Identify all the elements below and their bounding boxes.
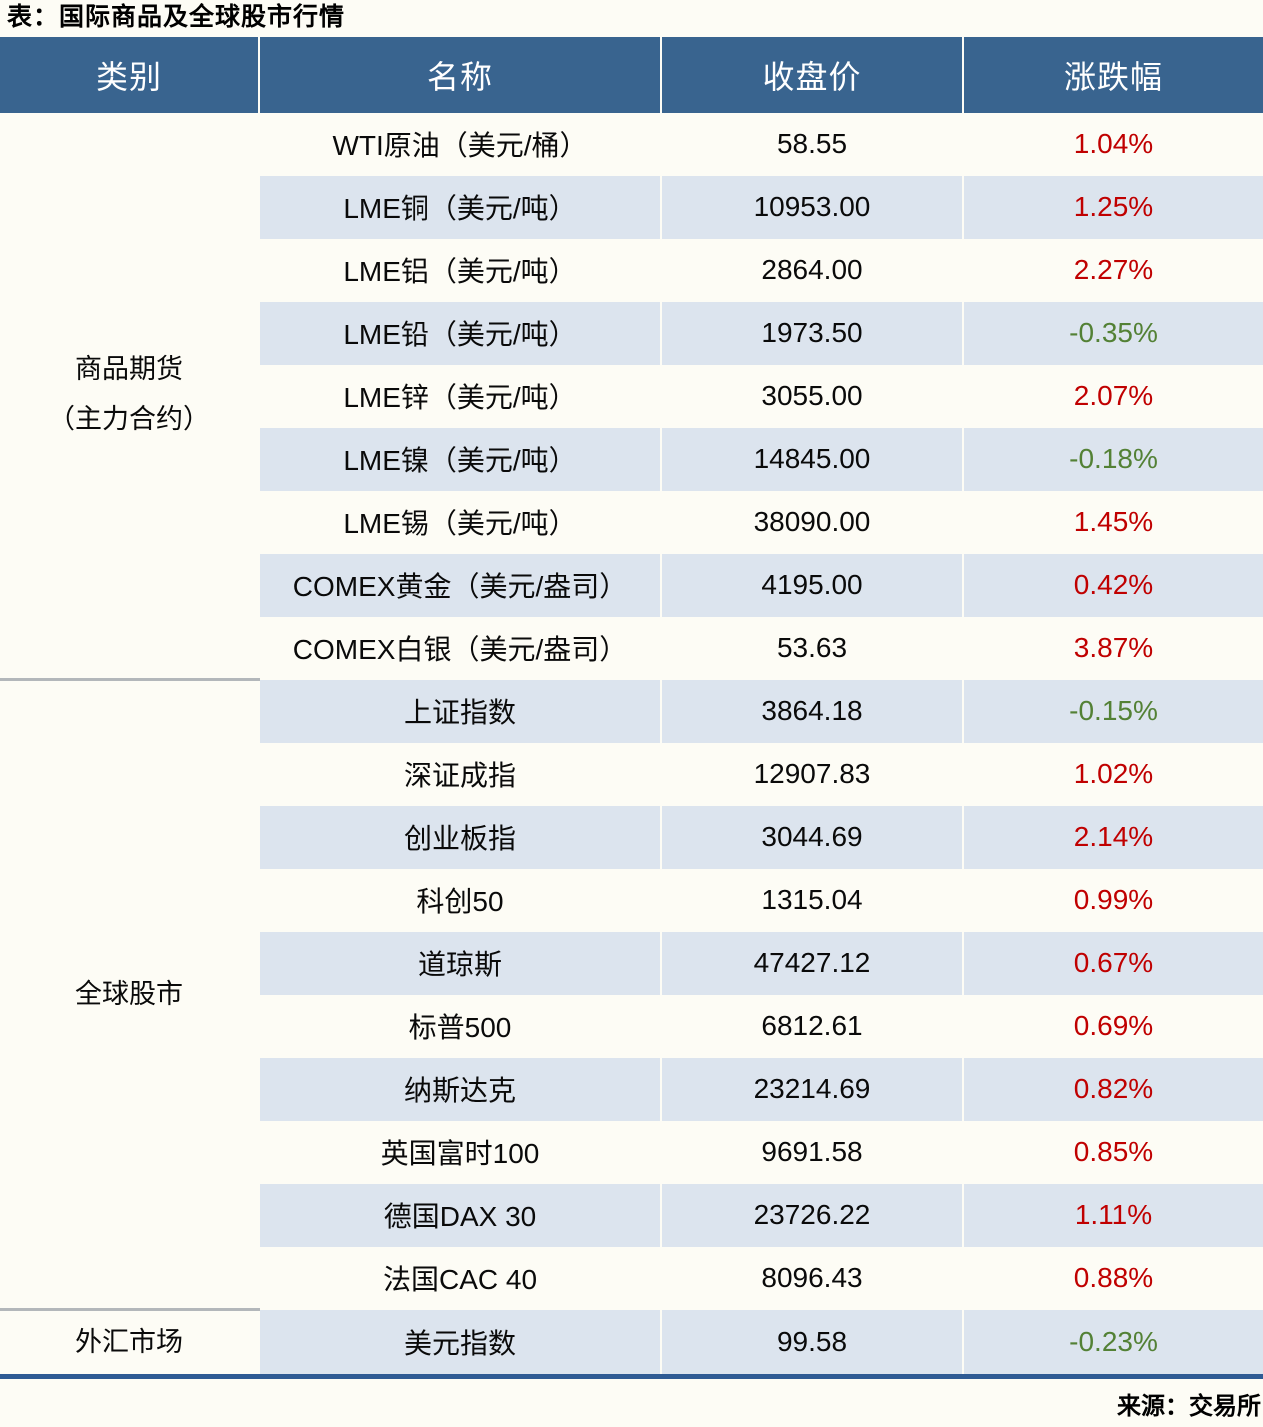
change-cell: 2.14%	[962, 805, 1263, 869]
name-cell: LME铝（美元/吨）	[258, 238, 661, 302]
table-row: 外汇市场 美元指数 99.58 -0.23%	[0, 1308, 1263, 1377]
market-table: 类别 名称 收盘价 涨跌幅 商品期货 （主力合约） WTI原油（美元/桶） 58.5…	[0, 36, 1263, 1379]
name-cell: COMEX黄金（美元/盎司）	[258, 553, 661, 617]
close-cell: 23214.69	[660, 1057, 963, 1121]
name-cell: 德国DAX 30	[258, 1183, 661, 1247]
close-cell: 1315.04	[660, 868, 963, 932]
col-header-close: 收盘价	[660, 36, 963, 113]
close-cell: 2864.00	[660, 238, 963, 302]
table-row: LME锡（美元/吨） 38090.00 1.45%	[0, 490, 1263, 554]
name-cell: LME铜（美元/吨）	[258, 175, 661, 239]
table-row: 英国富时100 9691.58 0.85%	[0, 1120, 1263, 1184]
close-cell: 9691.58	[660, 1120, 963, 1184]
header-row: 类别 名称 收盘价 涨跌幅	[0, 36, 1263, 113]
change-cell: 0.69%	[962, 994, 1263, 1058]
table-row: 标普500 6812.61 0.69%	[0, 994, 1263, 1058]
table-row: COMEX白银（美元/盎司） 53.63 3.87%	[0, 616, 1263, 680]
name-cell: 上证指数	[258, 679, 661, 743]
name-cell: LME锌（美元/吨）	[258, 364, 661, 428]
name-cell: 道琼斯	[258, 931, 661, 995]
table-row: 全球股市 上证指数 3864.18 -0.15%	[0, 678, 1263, 1310]
name-cell: 科创50	[258, 868, 661, 932]
close-cell: 3055.00	[660, 364, 963, 428]
col-header-category: 类别	[0, 36, 259, 113]
table-title: 表：国际商品及全球股市行情	[7, 3, 346, 31]
change-cell: -0.35%	[962, 301, 1263, 365]
change-cell: 1.25%	[962, 175, 1263, 239]
change-cell: 0.42%	[962, 553, 1263, 617]
change-cell: 0.85%	[962, 1120, 1263, 1184]
change-cell: 1.04%	[962, 112, 1263, 176]
change-cell: -0.23%	[962, 1309, 1263, 1377]
table-row: LME铅（美元/吨） 1973.50 -0.35%	[0, 301, 1263, 365]
close-cell: 1973.50	[660, 301, 963, 365]
change-cell: 0.82%	[962, 1057, 1263, 1121]
change-cell: 2.07%	[962, 364, 1263, 428]
table-body: 商品期货 （主力合约） WTI原油（美元/桶） 58.55 1.04% LME铜（美元/…	[0, 112, 1263, 1377]
col-header-change: 涨跌幅	[962, 36, 1263, 113]
name-cell: WTI原油（美元/桶）	[258, 112, 661, 176]
table-header: 类别 名称 收盘价 涨跌幅	[0, 36, 1263, 113]
close-cell: 3864.18	[660, 679, 963, 743]
table-row: 纳斯达克 23214.69 0.82%	[0, 1057, 1263, 1121]
name-cell: 纳斯达克	[258, 1057, 661, 1121]
change-cell: 0.99%	[962, 868, 1263, 932]
col-header-name: 名称	[258, 36, 661, 113]
name-cell: 美元指数	[258, 1309, 661, 1377]
category-cell: 商品期货 （主力合约）	[0, 112, 259, 680]
change-cell: 3.87%	[962, 616, 1263, 680]
close-cell: 8096.43	[660, 1246, 963, 1310]
table-row: 科创50 1315.04 0.99%	[0, 868, 1263, 932]
table-row: 创业板指 3044.69 2.14%	[0, 805, 1263, 869]
category-cell: 外汇市场	[0, 1308, 259, 1377]
close-cell: 99.58	[660, 1309, 963, 1377]
close-cell: 4195.00	[660, 553, 963, 617]
change-cell: 0.88%	[962, 1246, 1263, 1310]
change-cell: 1.45%	[962, 490, 1263, 554]
table-row: 德国DAX 30 23726.22 1.11%	[0, 1183, 1263, 1247]
name-cell: LME锡（美元/吨）	[258, 490, 661, 554]
name-cell: 创业板指	[258, 805, 661, 869]
table-row: 法国CAC 40 8096.43 0.88%	[0, 1246, 1263, 1310]
source-label: 来源：交易所	[1117, 1393, 1261, 1420]
table-row: LME铜（美元/吨） 10953.00 1.25%	[0, 175, 1263, 239]
close-cell: 47427.12	[660, 931, 963, 995]
close-cell: 12907.83	[660, 742, 963, 806]
name-cell: 英国富时100	[258, 1120, 661, 1184]
name-cell: 深证成指	[258, 742, 661, 806]
name-cell: 法国CAC 40	[258, 1246, 661, 1310]
change-cell: 1.02%	[962, 742, 1263, 806]
close-cell: 14845.00	[660, 427, 963, 491]
close-cell: 3044.69	[660, 805, 963, 869]
close-cell: 10953.00	[660, 175, 963, 239]
category-cell: 全球股市	[0, 678, 259, 1310]
close-cell: 6812.61	[660, 994, 963, 1058]
change-cell: 0.67%	[962, 931, 1263, 995]
change-cell: 1.11%	[962, 1183, 1263, 1247]
table-row: 深证成指 12907.83 1.02%	[0, 742, 1263, 806]
close-cell: 58.55	[660, 112, 963, 176]
table-row: LME铝（美元/吨） 2864.00 2.27%	[0, 238, 1263, 302]
table-row: COMEX黄金（美元/盎司） 4195.00 0.42%	[0, 553, 1263, 617]
table-row: LME锌（美元/吨） 3055.00 2.07%	[0, 364, 1263, 428]
table-row: LME镍（美元/吨） 14845.00 -0.18%	[0, 427, 1263, 491]
close-cell: 38090.00	[660, 490, 963, 554]
table-row: 道琼斯 47427.12 0.67%	[0, 931, 1263, 995]
close-cell: 23726.22	[660, 1183, 963, 1247]
name-cell: 标普500	[258, 994, 661, 1058]
name-cell: LME镍（美元/吨）	[258, 427, 661, 491]
change-cell: -0.18%	[962, 427, 1263, 491]
change-cell: -0.15%	[962, 679, 1263, 743]
change-cell: 2.27%	[962, 238, 1263, 302]
table-row: 商品期货 （主力合约） WTI原油（美元/桶） 58.55 1.04%	[0, 112, 1263, 680]
close-cell: 53.63	[660, 616, 963, 680]
name-cell: LME铅（美元/吨）	[258, 301, 661, 365]
name-cell: COMEX白银（美元/盎司）	[258, 616, 661, 680]
